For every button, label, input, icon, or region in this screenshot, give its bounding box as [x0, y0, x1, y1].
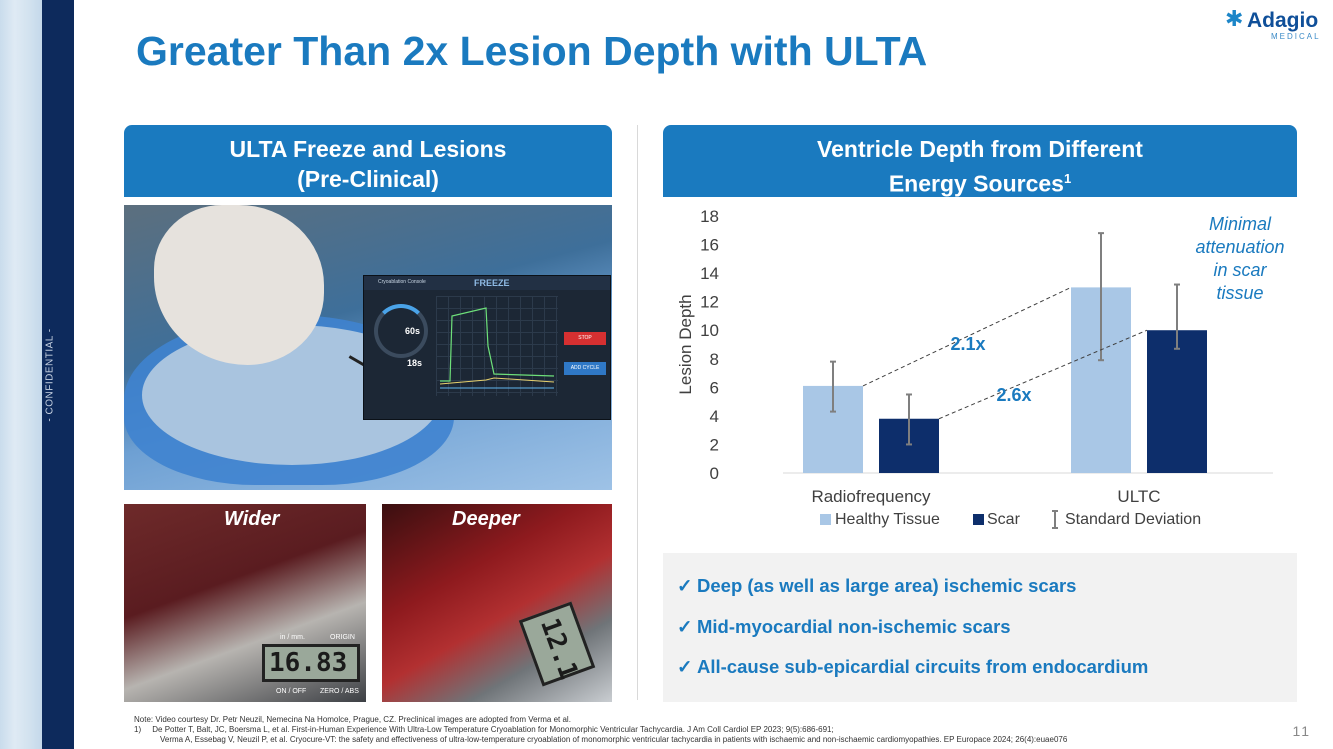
y-tick-label: 16 — [700, 236, 719, 255]
right-heading-line2: Energy Sources — [888, 170, 1064, 197]
footnote-ref1: 1) De Potter T, Balt, JC, Boersma L, et … — [134, 725, 834, 734]
check-icon: ✓ — [677, 575, 693, 596]
bullet-item: ✓ Deep (as well as large area) ischemic s… — [677, 575, 1077, 596]
check-icon: ✓ — [677, 616, 693, 637]
console-mode: FREEZE — [474, 278, 510, 288]
timer-elapsed: 18s — [407, 358, 423, 368]
footnotes: Note: Video courtesy Dr. Petr Neuzil, Ne… — [134, 715, 1284, 745]
lesion-depth-chart: 0 2 4 6 8 10 12 14 16 18 Lesion Depth Radiofrequenc… — [676, 207, 1285, 529]
logo-tagline: MEDICAL — [1271, 32, 1321, 41]
y-tick-label: 2 — [710, 435, 719, 454]
key-points-box: ✓ Deep (as well as large area) ischemic s… — [663, 553, 1297, 702]
deeper-label: Deeper — [452, 508, 520, 530]
scar-comparison-line — [938, 329, 1148, 420]
x-tick-label: ULTC — [1117, 487, 1160, 506]
left-heading-line2: (Pre-Clinical) — [297, 166, 439, 192]
snowflake-icon: ✱ — [1225, 6, 1244, 31]
legend-label-stddev: Standard Deviation — [1065, 511, 1201, 528]
legend-label-scar: Scar — [987, 511, 1021, 528]
y-axis-label: Lesion Depth — [676, 294, 695, 394]
y-tick-label: 12 — [700, 293, 719, 312]
deep-caliper-reading: 12.1 — [518, 601, 596, 687]
slide-title: Greater Than 2x Lesion Depth with ULTA — [136, 28, 928, 74]
left-navy-bar — [42, 0, 74, 749]
right-panel-heading: Ventricle Depth from Different Energy So… — [663, 125, 1297, 197]
callout-text-line: Minimal — [1209, 214, 1272, 234]
panel-divider — [637, 125, 638, 700]
y-tick-label: 14 — [700, 264, 719, 283]
legend-swatch-healthy — [820, 514, 831, 525]
left-heading-line1: ULTA Freeze and Lesions — [229, 136, 507, 162]
bullet-item: ✓ Mid-myocardial non-ischemic scars — [677, 616, 1011, 637]
freeze-procedure-photo: Cryoablation Console FREEZE 60s 18s STOP… — [124, 205, 612, 490]
company-logo: ✱ Adagio MEDICAL — [1225, 6, 1325, 41]
footnote-ref1-cont: Verma A, Essebag V, Neuzil P, et al. Cry… — [160, 735, 1068, 744]
scar-ratio-label: 2.6x — [996, 385, 1031, 405]
logo-wordmark: Adagio — [1247, 9, 1319, 32]
x-tick-label: Radiofrequency — [811, 487, 931, 506]
stop-button: STOP — [564, 332, 606, 345]
timer-total: 60s — [405, 326, 421, 336]
heading-footnote-ref: 1 — [1063, 171, 1072, 186]
wider-lesion-photo: Wider in / mm. ORIGIN 16.83 ON / OFF ZER… — [124, 504, 366, 702]
healthy-comparison-line — [862, 286, 1072, 387]
y-tick-label: 6 — [710, 378, 719, 397]
deeper-lesion-photo: Deeper 12.1 — [382, 504, 612, 702]
page-number: 11 — [1292, 723, 1311, 739]
temperature-graph — [436, 296, 558, 396]
right-heading-line1: Ventricle Depth from Different — [817, 136, 1143, 162]
healthy-ratio-label: 2.1x — [950, 334, 985, 354]
caliper-units: in / mm. — [280, 634, 305, 641]
temperature-trace — [439, 307, 555, 389]
console-app-name: Cryoablation Console — [378, 279, 426, 285]
footnote-note: Note: Video courtesy Dr. Petr Neuzil, Ne… — [134, 715, 571, 724]
wide-caliper-reading: 16.83 — [262, 644, 360, 682]
legend-label-healthy: Healthy Tissue — [835, 511, 940, 528]
left-decorative-strip — [0, 0, 42, 749]
caliper-origin: ORIGIN — [330, 634, 355, 641]
caliper-zero: ZERO / ABS — [320, 688, 359, 695]
caliper-onoff: ON / OFF — [276, 688, 307, 695]
y-tick-label: 0 — [710, 464, 719, 483]
left-panel-heading: ULTA Freeze and Lesions (Pre-Clinical) — [124, 125, 612, 197]
callout-text-line: tissue — [1216, 283, 1263, 303]
y-tick-label: 8 — [710, 350, 719, 369]
y-tick-label: 10 — [700, 321, 719, 340]
timer-ring: 60s 18s — [374, 304, 428, 368]
cryoablation-console-screen: Cryoablation Console FREEZE 60s 18s STOP… — [363, 275, 611, 420]
y-tick-label: 18 — [700, 207, 719, 226]
callout-text-line: in scar — [1213, 260, 1267, 280]
bullet-item: ✓ All-cause sub-epicardial circuits from … — [677, 656, 1149, 677]
callout-text-line: attenuation — [1195, 237, 1284, 257]
wider-label: Wider — [224, 508, 280, 530]
legend-swatch-scar — [973, 514, 984, 525]
check-icon: ✓ — [677, 656, 693, 677]
add-cycle-button: ADD CYCLE — [564, 362, 606, 375]
gloved-hand — [154, 205, 324, 365]
bar-scar — [1147, 330, 1207, 473]
y-tick-label: 4 — [710, 407, 719, 426]
